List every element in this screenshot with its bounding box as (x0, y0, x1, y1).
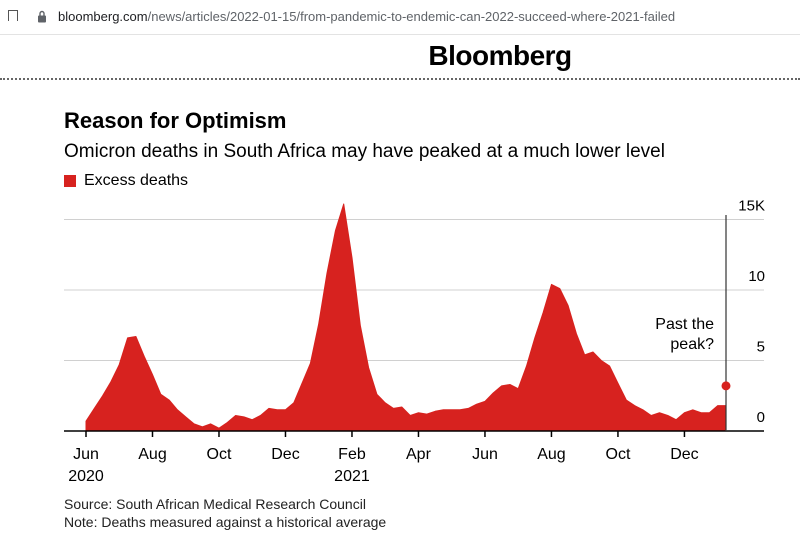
y-tick-label-10: 10 (748, 268, 765, 285)
source-text: Source: South African Medical Research C… (64, 496, 366, 512)
y-tick-labels: 0 5 10 15K (738, 198, 765, 427)
x-tick-labels: Jun 2020 Aug Oct Dec Feb 2021 Apr Jun Aug Oct Dec (68, 446, 698, 485)
grid-layer (64, 219, 764, 361)
x-year-label-2020: 2020 (68, 468, 104, 485)
browser-address-bar[interactable]: bloomberg.com/news/articles/2022-01-15/f… (0, 0, 800, 35)
dotted-divider (0, 78, 800, 80)
y-tick-label-5: 5 (757, 339, 765, 356)
legend-label: Excess deaths (84, 172, 189, 189)
axis-layer (64, 430, 764, 437)
x-tick-label-jun-12: Jun (472, 446, 498, 463)
note-text: Note: Deaths measured against a historic… (64, 514, 387, 530)
annotation-text-line-2: peak? (670, 336, 714, 353)
legend-swatch (64, 175, 76, 187)
x-tick-label-jun-0: Jun (73, 446, 99, 463)
excess-deaths-chart: 0 5 10 15K Jun 2020 Aug Oct Dec Feb 2021 Apr Jun Aug… (64, 198, 765, 485)
x-tick-label-aug-14: Aug (537, 446, 565, 463)
chart-title: Reason for Optimism (64, 108, 287, 133)
url-path: /news/articles/2022-01-15/from-pandemic-… (147, 9, 676, 24)
chart-subtitle: Omicron deaths in South Africa may have … (64, 141, 665, 162)
x-tick-label-aug-2: Aug (138, 446, 166, 463)
url-text[interactable]: bloomberg.com/news/articles/2022-01-15/f… (58, 9, 675, 24)
area-layer (85, 203, 727, 432)
annotation-text-line-1: Past the (655, 316, 714, 333)
x-year-label-2021: 2021 (334, 468, 370, 485)
lock-icon (38, 10, 46, 23)
url-host: bloomberg.com (58, 9, 148, 24)
bookmark-icon[interactable] (8, 10, 18, 21)
x-tick-label-apr-10: Apr (406, 446, 432, 463)
y-tick-label-15: 15K (738, 198, 765, 215)
x-tick-label-dec-18: Dec (670, 446, 698, 463)
bloomberg-logo[interactable]: Bloomberg (428, 40, 572, 71)
excess-deaths-area (85, 203, 727, 432)
x-tick-label-oct-16: Oct (606, 446, 631, 463)
x-tick-label-feb-8: Feb (338, 446, 366, 463)
annotation-layer: Past the peak? (655, 215, 731, 431)
y-tick-label-0: 0 (757, 409, 765, 426)
annotation-point (721, 381, 731, 391)
chart-legend: Excess deaths (64, 172, 188, 190)
x-tick-label-dec-6: Dec (271, 446, 299, 463)
x-tick-label-oct-4: Oct (207, 446, 232, 463)
